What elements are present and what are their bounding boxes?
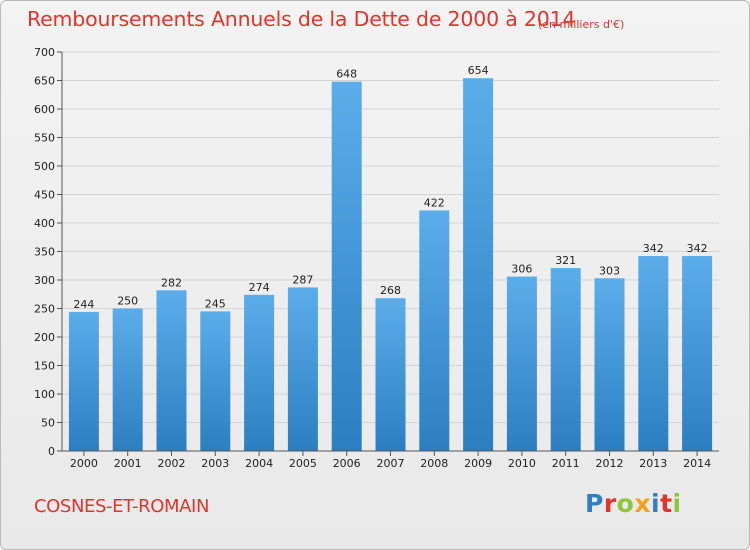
value-label-2005: 287 xyxy=(292,273,313,286)
bar-2014 xyxy=(682,256,713,451)
value-label-2010: 306 xyxy=(511,263,532,276)
y-tick-label: 50 xyxy=(41,417,55,430)
y-tick-label: 550 xyxy=(34,132,55,145)
logo-letter: r xyxy=(603,489,617,518)
bar-2006 xyxy=(331,81,362,451)
bar-2002 xyxy=(156,290,187,451)
axes xyxy=(57,51,719,456)
bar-2010 xyxy=(506,276,537,451)
x-tick-label-2008: 2008 xyxy=(420,457,448,470)
logo-letter: t xyxy=(660,489,673,518)
y-tick-label: 450 xyxy=(34,189,55,202)
bar-2000 xyxy=(68,311,99,451)
y-tick-label: 300 xyxy=(34,274,55,287)
x-tick-label-2006: 2006 xyxy=(333,457,361,470)
y-tick-label: 400 xyxy=(34,217,55,230)
x-tick-label-2012: 2012 xyxy=(596,457,624,470)
bar-2013 xyxy=(638,256,669,451)
proxiti-logo: Proxiti xyxy=(585,489,682,518)
x-tick-label-2014: 2014 xyxy=(683,457,711,470)
value-label-2007: 268 xyxy=(380,284,401,297)
logo-letter: x xyxy=(634,489,651,518)
bar-2001 xyxy=(112,308,143,451)
bar-2004 xyxy=(244,294,275,451)
chart-title: Remboursements Annuels de la Dette de 20… xyxy=(27,7,576,31)
value-label-2002: 282 xyxy=(161,276,182,289)
value-label-2001: 250 xyxy=(117,295,138,308)
logo-letter: P xyxy=(585,489,604,518)
y-tick-label: 600 xyxy=(34,103,55,116)
x-tick-label-2005: 2005 xyxy=(289,457,317,470)
y-tick-label: 650 xyxy=(34,75,55,88)
y-tick-label: 200 xyxy=(34,331,55,344)
unit-note: (en milliers d'€) xyxy=(538,18,625,31)
y-tick-label: 100 xyxy=(34,388,55,401)
value-label-2014: 342 xyxy=(687,242,708,255)
value-label-2004: 274 xyxy=(249,281,270,294)
y-tick-label: 0 xyxy=(48,445,55,458)
commune-name: COSNES-ET-ROMAIN xyxy=(34,496,210,517)
x-tick-label-2013: 2013 xyxy=(639,457,667,470)
bar-2005 xyxy=(287,287,318,451)
labels: 0 50 100 150 200 250 300 350 400 450 500 550 600 650 7… xyxy=(34,46,711,470)
x-tick-label-2009: 2009 xyxy=(464,457,492,470)
y-tick-label: 150 xyxy=(34,360,55,373)
logo-letter: i xyxy=(672,489,682,518)
x-tick-label-2000: 2000 xyxy=(70,457,98,470)
x-tick-label-2001: 2001 xyxy=(114,457,142,470)
value-label-2000: 244 xyxy=(73,298,94,311)
y-tick-label: 700 xyxy=(34,46,55,59)
bar-2003 xyxy=(200,311,231,451)
x-tick-label-2011: 2011 xyxy=(552,457,580,470)
y-tick-label: 250 xyxy=(34,303,55,316)
bar-2011 xyxy=(550,268,581,451)
value-label-2003: 245 xyxy=(205,297,226,310)
bars xyxy=(68,78,713,451)
bar-2007 xyxy=(375,298,406,451)
x-tick-label-2004: 2004 xyxy=(245,457,273,470)
value-label-2013: 342 xyxy=(643,242,664,255)
logo-letter: i xyxy=(651,489,661,518)
value-label-2009: 654 xyxy=(468,64,489,77)
x-tick-label-2007: 2007 xyxy=(377,457,405,470)
y-tick-label: 500 xyxy=(34,160,55,173)
value-label-2008: 422 xyxy=(424,196,445,209)
value-label-2006: 648 xyxy=(336,68,357,81)
bar-2012 xyxy=(594,278,625,451)
x-tick-label-2003: 2003 xyxy=(201,457,229,470)
x-tick-label-2010: 2010 xyxy=(508,457,536,470)
logo-letter: o xyxy=(616,489,635,518)
value-label-2011: 321 xyxy=(555,254,576,267)
x-tick-label-2002: 2002 xyxy=(158,457,186,470)
value-label-2012: 303 xyxy=(599,264,620,277)
y-tick-label: 350 xyxy=(34,246,55,259)
bar-2009 xyxy=(463,78,494,451)
bar-2008 xyxy=(419,210,450,451)
